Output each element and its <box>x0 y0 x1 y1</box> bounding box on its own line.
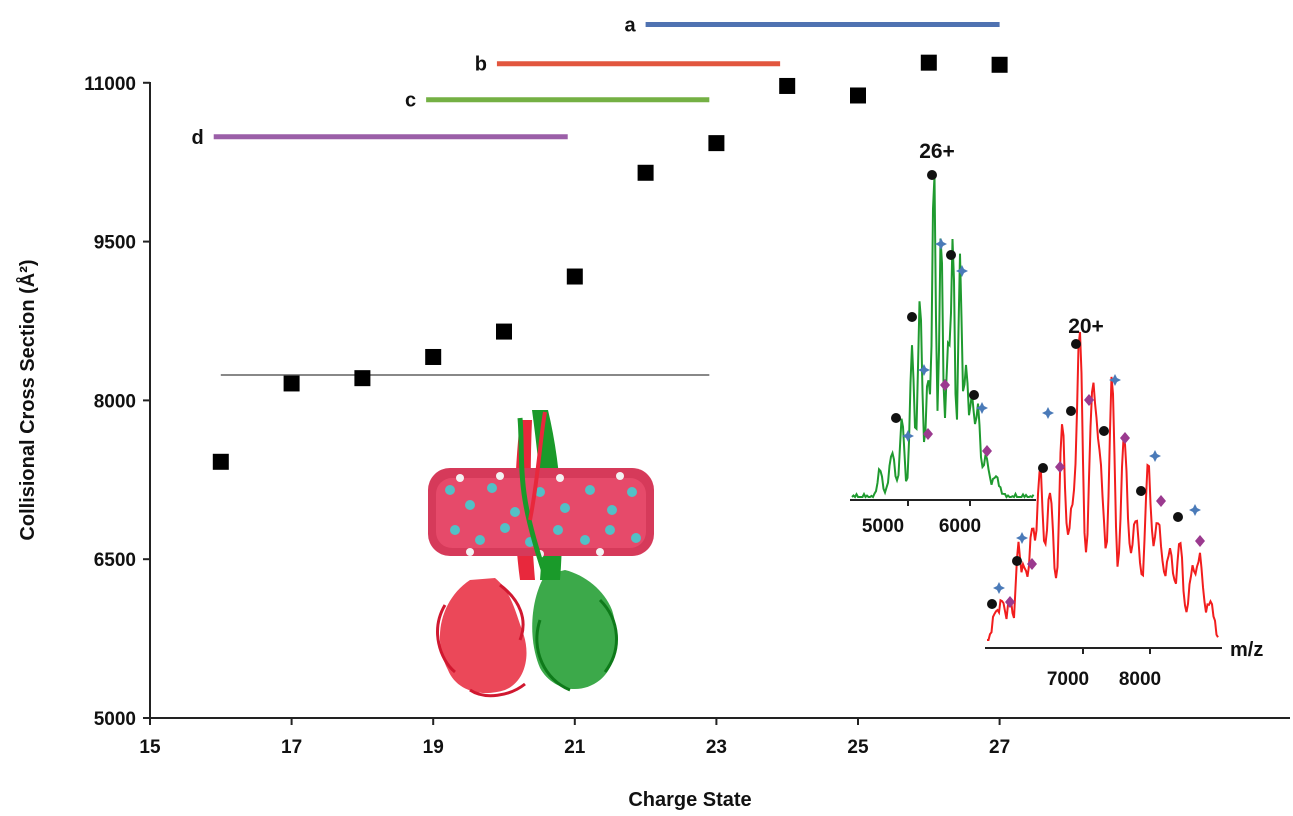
inset-spectrum-20: 7000 8000 m/z 20+ <box>985 315 1263 690</box>
peak-circle-marker <box>1173 512 1183 522</box>
x-tick-label: 21 <box>564 737 586 758</box>
data-point <box>425 348 442 365</box>
x-tick-label: 19 <box>423 737 444 758</box>
range-label-a: a <box>624 15 636 37</box>
peak-star-marker <box>1109 374 1121 386</box>
peak-star-marker <box>1016 532 1028 544</box>
range-bars: a b c d <box>192 15 1000 149</box>
peak-diamond-marker <box>1084 394 1094 406</box>
data-point <box>850 87 866 104</box>
peak-circle-marker <box>1136 486 1146 496</box>
y-tick-label: 9500 <box>94 233 136 254</box>
data-point <box>708 135 725 152</box>
y-ticks: 5000 6500 8000 9500 11000 <box>84 74 150 730</box>
y-tick-label: 6500 <box>94 550 136 571</box>
spectrum-20-trace <box>987 331 1219 641</box>
spectrum-20-mz-label: m/z <box>1230 639 1263 661</box>
peak-star-marker <box>993 582 1005 594</box>
data-points <box>212 54 1008 470</box>
peak-star-marker <box>1042 407 1054 419</box>
peak-diamond-marker <box>1156 495 1166 507</box>
data-point <box>354 370 371 387</box>
spectrum-20-tick-2: 8000 <box>1119 669 1161 690</box>
peak-circle-marker <box>946 250 956 260</box>
peak-circle-marker <box>927 170 937 180</box>
peak-star-marker <box>1149 450 1161 462</box>
y-tick-label: 11000 <box>84 74 136 95</box>
peak-star-marker <box>976 402 988 414</box>
range-label-d: d <box>192 127 204 149</box>
peak-diamond-marker <box>923 428 933 440</box>
axes <box>149 82 1290 719</box>
x-tick-label: 25 <box>847 737 869 758</box>
data-point <box>920 54 937 71</box>
peak-circle-marker <box>1038 463 1048 473</box>
x-axis-title: Charge State <box>628 789 751 811</box>
data-point <box>496 323 512 340</box>
range-label-b: b <box>475 54 487 76</box>
range-label-c: c <box>405 90 416 112</box>
data-point <box>212 453 229 470</box>
peak-diamond-marker <box>1005 596 1015 608</box>
peak-circle-marker <box>907 312 917 322</box>
peak-circle-marker <box>1066 406 1076 416</box>
x-ticks: 15 17 19 21 23 25 27 <box>139 718 1010 758</box>
spectrum-20-charge-label: 20+ <box>1068 315 1104 338</box>
inset-spectrum-26: 5000 6000 26+ <box>850 140 1036 537</box>
spectrum-26-tick-1: 5000 <box>862 516 904 537</box>
peak-circle-marker <box>1012 556 1022 566</box>
data-point <box>637 164 654 181</box>
peak-circle-marker <box>1071 339 1081 349</box>
data-point <box>779 77 796 94</box>
peak-diamond-marker <box>1055 461 1065 473</box>
peak-star-marker <box>935 238 947 250</box>
x-tick-label: 23 <box>706 737 727 758</box>
peak-diamond-marker <box>1027 558 1037 570</box>
peak-diamond-marker <box>1195 535 1205 547</box>
x-tick-label: 27 <box>989 737 1010 758</box>
peak-star-marker <box>902 430 914 442</box>
y-tick-label: 8000 <box>94 391 136 412</box>
peak-diamond-marker <box>940 379 950 391</box>
x-tick-label: 17 <box>281 737 302 758</box>
spectrum-26-charge-label: 26+ <box>919 140 955 163</box>
spectrum-26-tick-2: 6000 <box>939 516 981 537</box>
peak-circle-marker <box>1099 426 1109 436</box>
spectrum-20-peak-markers <box>987 339 1205 609</box>
spectrum-26-peak-markers <box>891 170 992 457</box>
protein-structure-illustration <box>428 410 654 698</box>
spectrum-26-trace <box>851 175 1035 499</box>
peak-diamond-marker <box>982 445 992 457</box>
peak-circle-marker <box>987 599 997 609</box>
data-point <box>566 268 583 285</box>
y-tick-label: 5000 <box>94 709 136 730</box>
spectrum-20-tick-1: 7000 <box>1047 669 1089 690</box>
data-point <box>991 56 1008 73</box>
peak-diamond-marker <box>1120 432 1130 444</box>
peak-star-marker <box>918 364 930 376</box>
x-tick-label: 15 <box>139 737 161 758</box>
peak-circle-marker <box>969 390 979 400</box>
peak-star-marker <box>1189 504 1201 516</box>
y-axis-title: Collisional Cross Section (Å²) <box>15 259 39 540</box>
peak-circle-marker <box>891 413 901 423</box>
peak-star-marker <box>956 265 968 277</box>
data-point <box>283 375 300 392</box>
